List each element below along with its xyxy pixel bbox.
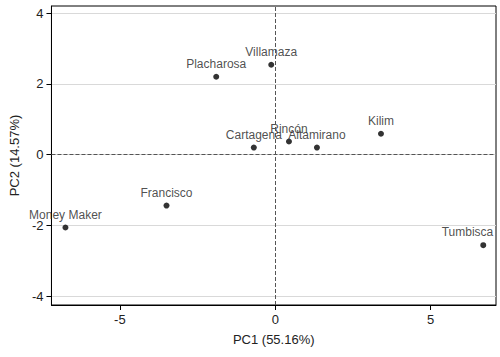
svg-text:Kilim: Kilim: [368, 114, 394, 128]
svg-text:-5: -5: [114, 312, 126, 327]
svg-text:Francisco: Francisco: [140, 186, 192, 200]
svg-text:-4: -4: [32, 289, 44, 304]
svg-text:Cartagena: Cartagena: [225, 127, 282, 142]
svg-text:4: 4: [36, 6, 43, 21]
svg-text:Tumbisca: Tumbisca: [442, 225, 494, 239]
svg-text:Money Maker: Money Maker: [29, 208, 102, 222]
svg-text:PC2 (14.57%): PC2 (14.57%): [7, 115, 22, 197]
svg-text:PC1 (55.16%): PC1 (55.16%): [233, 332, 315, 347]
svg-text:Villamaza: Villamaza: [245, 45, 297, 59]
svg-text:Altamirano: Altamirano: [288, 128, 346, 142]
svg-text:Placharosa: Placharosa: [186, 57, 246, 71]
svg-text:-2: -2: [31, 217, 44, 233]
svg-text:0: 0: [272, 312, 279, 327]
svg-text:5: 5: [427, 312, 434, 327]
svg-text:0: 0: [36, 147, 43, 162]
svg-text:2: 2: [36, 76, 43, 91]
